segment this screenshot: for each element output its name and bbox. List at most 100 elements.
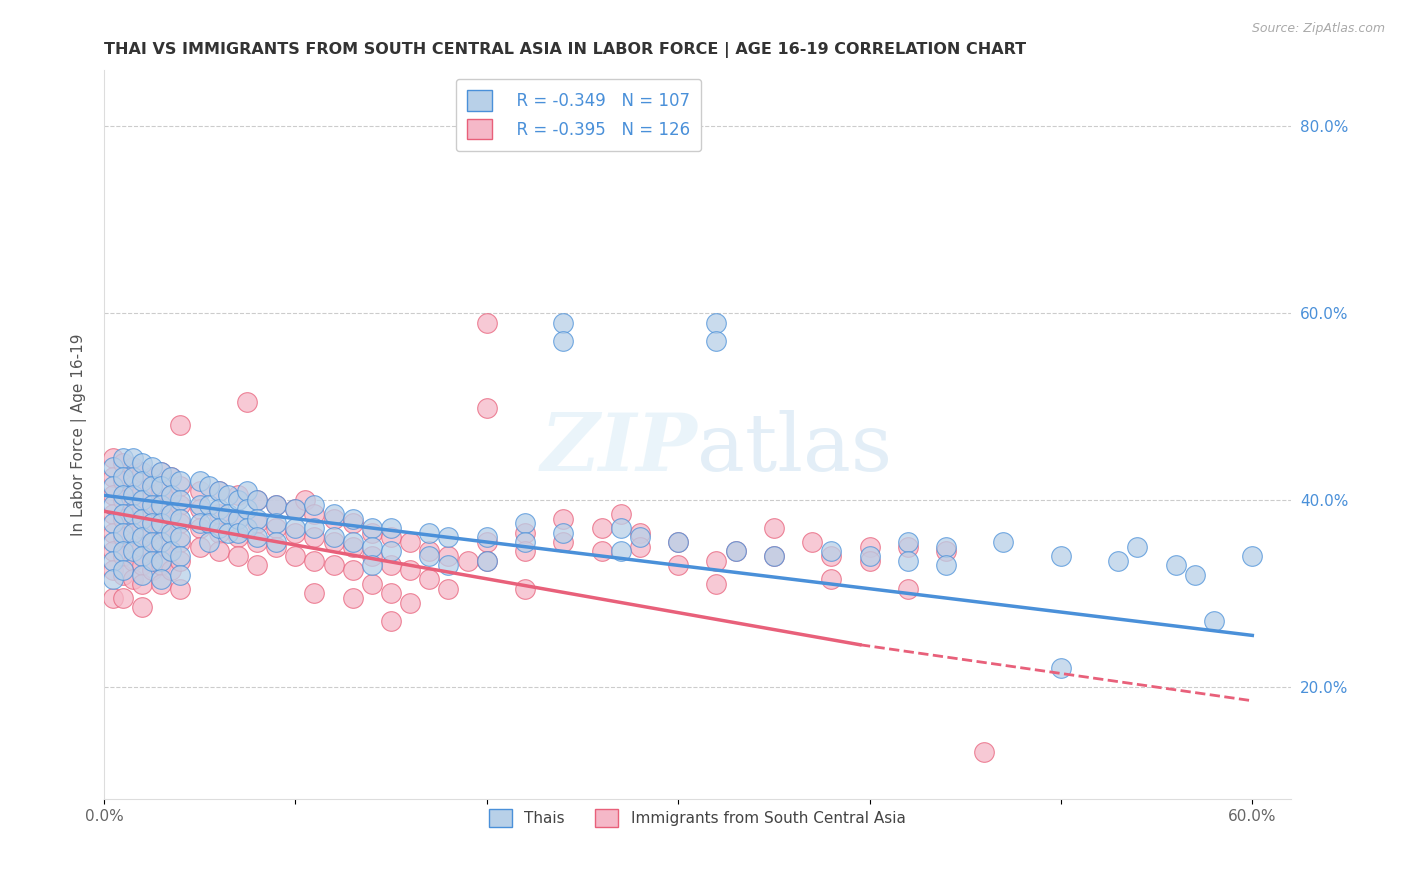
Point: [553, 535, 575, 549]
Point: [198, 479, 221, 493]
Point: [103, 525, 125, 540]
Point: [762, 549, 785, 563]
Point: [360, 558, 382, 573]
Point: [820, 544, 842, 558]
Point: [131, 465, 153, 479]
Point: [935, 540, 957, 554]
Point: [628, 530, 651, 544]
Point: [591, 544, 613, 558]
Point: [103, 507, 125, 521]
Point: [103, 563, 125, 577]
Point: [418, 525, 440, 540]
Point: [112, 563, 135, 577]
Point: [150, 573, 173, 587]
Point: [131, 577, 153, 591]
Point: [131, 549, 153, 563]
Point: [437, 582, 460, 596]
Point: [322, 507, 344, 521]
Point: [858, 549, 880, 563]
Point: [935, 558, 957, 573]
Point: [198, 498, 221, 512]
Point: [208, 544, 231, 558]
Point: [342, 591, 364, 605]
Point: [236, 483, 259, 498]
Point: [169, 567, 191, 582]
Point: [1184, 567, 1206, 582]
Point: [322, 535, 344, 549]
Point: [208, 502, 231, 516]
Point: [264, 498, 287, 512]
Point: [112, 493, 135, 508]
Text: ZIP: ZIP: [540, 410, 697, 488]
Point: [160, 469, 183, 483]
Point: [112, 567, 135, 582]
Point: [360, 540, 382, 554]
Point: [160, 507, 183, 521]
Point: [762, 521, 785, 535]
Point: [264, 498, 287, 512]
Point: [360, 549, 382, 563]
Point: [437, 549, 460, 563]
Point: [226, 511, 249, 525]
Point: [150, 554, 173, 568]
Point: [342, 540, 364, 554]
Point: [553, 525, 575, 540]
Point: [112, 475, 135, 489]
Point: [188, 540, 211, 554]
Point: [103, 479, 125, 493]
Point: [304, 498, 326, 512]
Point: [475, 530, 498, 544]
Point: [1050, 549, 1073, 563]
Point: [112, 591, 135, 605]
Point: [264, 516, 287, 531]
Point: [1126, 540, 1149, 554]
Point: [226, 488, 249, 502]
Point: [188, 521, 211, 535]
Point: [131, 456, 153, 470]
Point: [141, 488, 163, 502]
Point: [160, 507, 183, 521]
Point: [475, 535, 498, 549]
Point: [160, 544, 183, 558]
Point: [322, 558, 344, 573]
Point: [103, 460, 125, 475]
Point: [169, 535, 191, 549]
Point: [112, 450, 135, 465]
Point: [150, 577, 173, 591]
Point: [131, 530, 153, 544]
Point: [121, 498, 143, 512]
Point: [475, 124, 498, 138]
Point: [226, 525, 249, 540]
Point: [217, 525, 239, 540]
Point: [1107, 554, 1129, 568]
Point: [169, 475, 191, 489]
Point: [264, 535, 287, 549]
Point: [112, 507, 135, 521]
Y-axis label: In Labor Force | Age 16-19: In Labor Force | Age 16-19: [72, 334, 87, 536]
Point: [103, 498, 125, 512]
Point: [628, 525, 651, 540]
Point: [724, 544, 747, 558]
Point: [141, 525, 163, 540]
Point: [131, 521, 153, 535]
Point: [360, 525, 382, 540]
Point: [121, 469, 143, 483]
Point: [666, 558, 689, 573]
Point: [475, 554, 498, 568]
Point: [380, 544, 402, 558]
Point: [284, 502, 307, 516]
Point: [284, 525, 307, 540]
Point: [208, 521, 231, 535]
Point: [131, 600, 153, 615]
Point: [418, 573, 440, 587]
Point: [706, 554, 728, 568]
Point: [399, 535, 422, 549]
Point: [380, 586, 402, 600]
Point: [342, 516, 364, 531]
Point: [150, 521, 173, 535]
Point: [188, 483, 211, 498]
Point: [208, 507, 231, 521]
Point: [150, 479, 173, 493]
Point: [121, 488, 143, 502]
Point: [858, 540, 880, 554]
